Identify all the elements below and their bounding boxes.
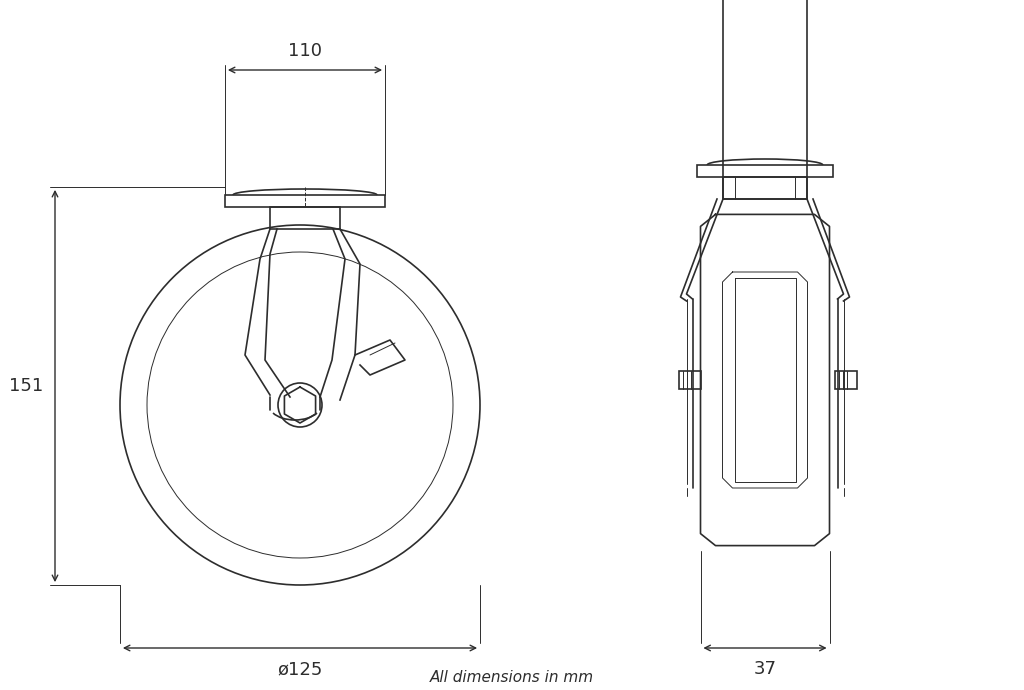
Text: All dimensions in mm: All dimensions in mm	[430, 671, 594, 685]
Bar	[225, 195, 385, 207]
Bar	[697, 165, 833, 177]
Text: 37: 37	[754, 660, 776, 678]
Text: 151: 151	[9, 377, 43, 395]
Text: 110: 110	[288, 42, 322, 60]
Bar	[723, 0, 807, 199]
Bar	[679, 371, 700, 389]
Bar	[270, 207, 340, 229]
Text: ø125: ø125	[278, 660, 323, 678]
Bar	[723, 177, 807, 199]
Bar	[835, 371, 856, 389]
